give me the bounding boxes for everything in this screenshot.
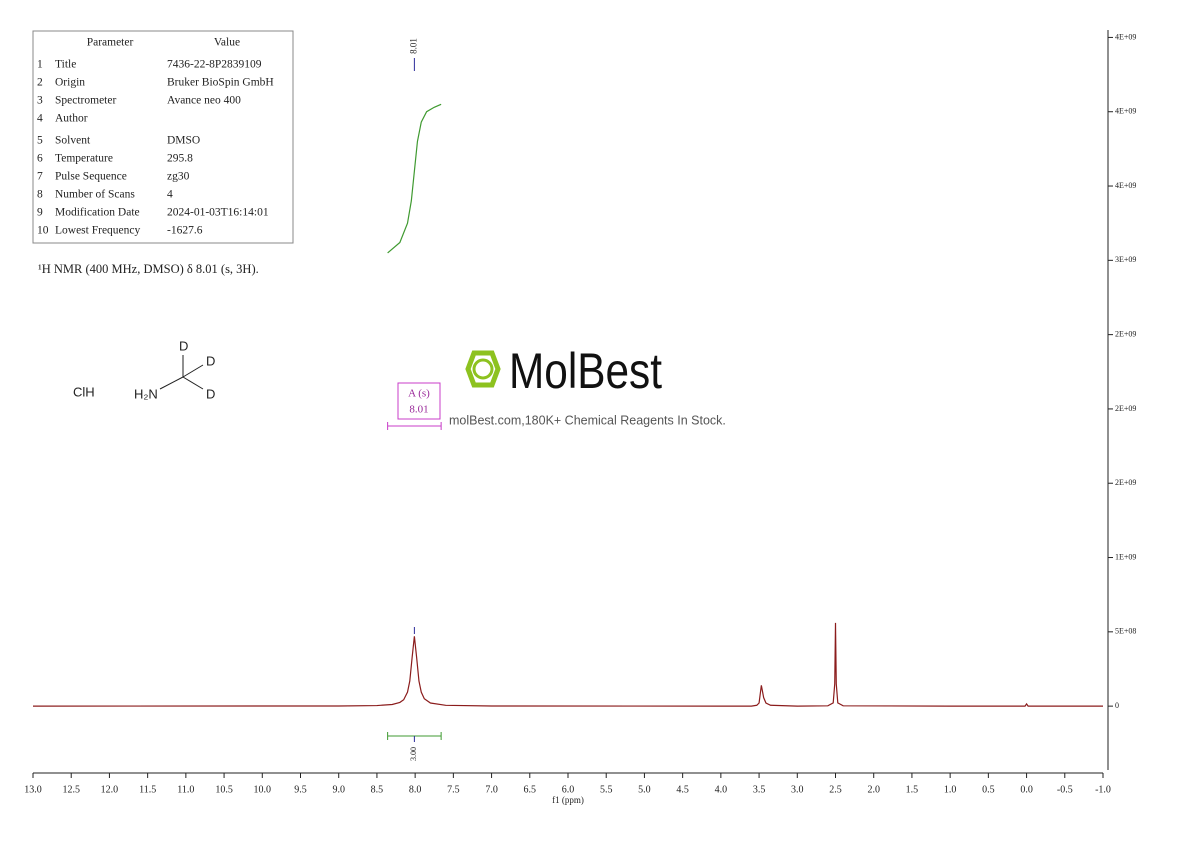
y-tick-label: 4E+09	[1115, 107, 1136, 116]
table-cell: 5	[37, 135, 43, 147]
salt-label: ClH	[73, 384, 95, 399]
y-tick-label: 0	[1115, 701, 1119, 710]
table-cell: Avance neo 400	[167, 95, 241, 107]
table-cell: Number of Scans	[55, 189, 135, 201]
bond	[182, 364, 204, 378]
table-cell: 6	[37, 153, 43, 165]
x-tick-label: 7.0	[485, 784, 498, 795]
table-cell: Temperature	[55, 153, 113, 165]
x-tick-label: 10.0	[254, 784, 272, 795]
x-tick-label: 10.5	[215, 784, 233, 795]
x-tick-label: 8.5	[371, 784, 384, 795]
table-cell: Title	[55, 59, 76, 71]
watermark-logo	[465, 350, 501, 388]
structure	[159, 355, 204, 390]
table-cell: 2	[37, 77, 43, 89]
x-tick-label: 6.0	[562, 784, 575, 795]
x-axis-title: f1 (ppm)	[552, 795, 584, 805]
table-cell: Bruker BioSpin GmbH	[167, 77, 274, 89]
x-tick-label: 3.0	[791, 784, 804, 795]
table-cell: Origin	[55, 77, 85, 89]
y-tick-label: 5E+08	[1115, 627, 1136, 636]
x-tick-label: 11.5	[139, 784, 156, 795]
spectrum-line	[32, 622, 1103, 707]
table-header: Value	[214, 37, 240, 49]
x-tick-label: 11.0	[177, 784, 194, 795]
x-tick-label: -0.5	[1057, 784, 1073, 795]
table-cell: 7436-22-8P2839109	[167, 59, 262, 71]
x-tick-label: 12.0	[101, 784, 119, 795]
table-cell: Pulse Sequence	[55, 171, 127, 183]
table-cell: 10	[37, 225, 49, 237]
logo-ring	[472, 358, 494, 380]
peak-label: 8.01	[408, 38, 418, 54]
table-cell: Solvent	[55, 135, 91, 147]
table-cell: DMSO	[167, 135, 200, 147]
x-tick-label: 12.5	[62, 784, 80, 795]
table-cell: 1	[37, 59, 43, 71]
y-tick-label: 2E+09	[1115, 329, 1136, 338]
x-tick-label: 0.0	[1020, 784, 1033, 795]
integral-label: 3.00	[409, 747, 418, 761]
amine-label: H₂N	[134, 386, 158, 401]
table-cell: 2024-01-03T16:14:01	[167, 207, 269, 219]
bond	[159, 376, 184, 390]
x-tick-label: 5.0	[638, 784, 651, 795]
logo-hexagon	[465, 350, 501, 388]
y-tick-label: 1E+09	[1115, 552, 1136, 561]
multiplet-shift: 8.01	[409, 404, 428, 416]
table-cell: -1627.6	[167, 225, 203, 237]
x-tick-label: 4.0	[715, 784, 728, 795]
atom-label: D	[179, 338, 188, 353]
table-border	[32, 30, 294, 244]
y-tick-label: 4E+09	[1115, 32, 1136, 41]
atom-label: D	[206, 353, 215, 368]
x-tick-label: 2.0	[867, 784, 880, 795]
x-tick-label: -1.0	[1095, 784, 1111, 795]
table-cell: Modification Date	[55, 207, 140, 219]
watermark-tagline: molBest.com,180K+ Chemical Reagents In S…	[449, 413, 726, 427]
table-cell: 295.8	[167, 153, 193, 165]
multiplet-box	[397, 382, 441, 420]
x-tick-label: 7.5	[447, 784, 460, 795]
multiplet-bracket	[387, 422, 442, 430]
y-tick-label: 4E+09	[1115, 181, 1136, 190]
parameter-table: Parameter Value 1 Title 7436-22-8P2839109 2 Or…	[32, 30, 294, 244]
x-tick-label: 1.0	[944, 784, 957, 795]
table-cell: 4	[37, 113, 43, 125]
table-cell: 8	[37, 189, 43, 201]
integral-curve	[387, 103, 442, 254]
x-tick-label: 4.5	[676, 784, 689, 795]
x-tick-label: 2.5	[829, 784, 842, 795]
table-cell: 7	[37, 171, 43, 183]
x-tick-label: 5.5	[600, 784, 613, 795]
table-cell: Lowest Frequency	[55, 225, 141, 237]
table-cell: 3	[37, 95, 43, 107]
x-tick-label: 6.5	[524, 784, 537, 795]
y-tick-label: 2E+09	[1115, 404, 1136, 413]
y-tick-label: 2E+09	[1115, 478, 1136, 487]
x-tick-label: 13.0	[24, 784, 42, 795]
nmr-description: ¹H NMR (400 MHz, DMSO) δ 8.01 (s, 3H).	[38, 262, 259, 276]
atom-label: D	[206, 386, 215, 401]
watermark-brand: MolBest	[509, 343, 662, 399]
table-cell: Spectrometer	[55, 95, 116, 107]
table-cell: 9	[37, 207, 43, 219]
table-cell: zg30	[167, 171, 190, 183]
x-tick-label: 9.0	[332, 784, 345, 795]
bond	[182, 376, 204, 390]
x-tick-label: 9.5	[294, 784, 307, 795]
table-cell: Author	[55, 113, 88, 125]
x-tick-label: 0.5	[982, 784, 995, 795]
y-tick-label: 3E+09	[1115, 255, 1136, 264]
x-tick-label: 1.5	[906, 784, 919, 795]
x-tick-label: 3.5	[753, 784, 766, 795]
table-cell: 4	[167, 189, 173, 201]
multiplet-name: A (s)	[408, 388, 430, 400]
x-tick-label: 8.0	[409, 784, 422, 795]
table-header: Parameter	[87, 37, 134, 49]
